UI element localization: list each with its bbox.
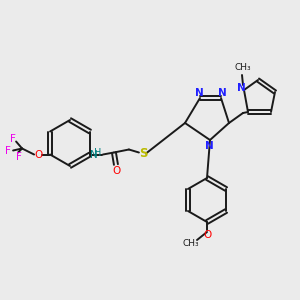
Text: F: F xyxy=(5,146,11,155)
Text: N: N xyxy=(205,141,213,151)
Text: O: O xyxy=(113,166,121,176)
Text: N: N xyxy=(218,88,226,98)
Text: O: O xyxy=(34,149,42,160)
Text: F: F xyxy=(16,152,22,161)
Text: N: N xyxy=(90,151,98,160)
Text: O: O xyxy=(203,230,211,240)
Text: CH₃: CH₃ xyxy=(235,64,251,73)
Text: S: S xyxy=(139,147,147,160)
Text: N: N xyxy=(195,88,203,98)
Text: F: F xyxy=(10,134,16,143)
Text: H: H xyxy=(94,148,102,158)
Text: N: N xyxy=(237,83,245,93)
Text: CH₃: CH₃ xyxy=(183,239,199,248)
